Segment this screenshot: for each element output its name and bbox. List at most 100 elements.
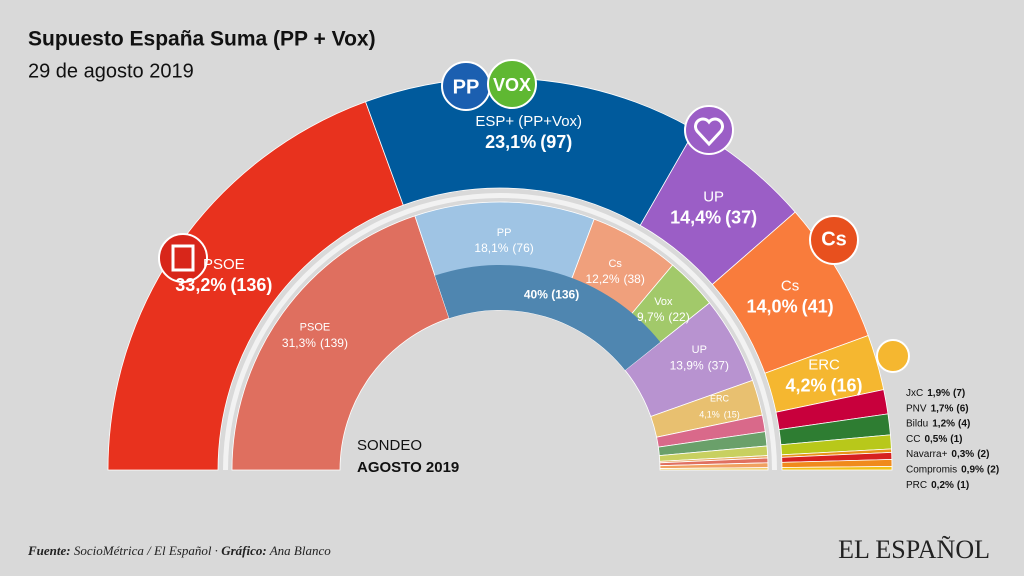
seats-label: (2) [987, 464, 999, 475]
segment-name: UP [692, 344, 707, 356]
seat-segment [781, 466, 893, 471]
percent-label: 4,1% [699, 410, 720, 420]
footer-label: Gráfico: [221, 543, 267, 558]
percent-label: 1,9% [927, 388, 950, 399]
segment-name: Cs [781, 277, 799, 294]
seats-label: (16) [831, 375, 863, 395]
center-label: SONDEO [357, 437, 422, 454]
segment-value: 31,3% (139) [282, 336, 348, 350]
logo-text: PP [453, 76, 480, 98]
percent-label: 4,2% [786, 375, 827, 395]
segment-value: 4,2% (16) [786, 375, 863, 395]
seats-label: (15) [724, 410, 740, 420]
footer-source: SocioMétrica / El Español · [74, 543, 218, 558]
segment-name: ESP+ (PP+Vox) [475, 113, 582, 130]
seat-segment [659, 467, 769, 471]
segment-name: UP [703, 188, 724, 205]
chart-title: Supuesto España Suma (PP + Vox) [28, 28, 376, 51]
seats-label: (136) [230, 275, 272, 295]
side-label: JxC 1,9% (7) [906, 388, 965, 399]
seats-label: (4) [958, 418, 970, 429]
bloc-arc [434, 264, 661, 371]
bloc-label: 40% (136) [524, 288, 579, 302]
side-label: Navarra+ 0,3% (2) [906, 449, 989, 460]
logo [684, 105, 734, 155]
percent-label: 12,2% [585, 272, 619, 286]
percent-label: 1,7% [931, 403, 954, 414]
percent-label: 9,7% [637, 310, 665, 324]
seats-label: (22) [668, 310, 689, 324]
segment-name: Cs [608, 258, 622, 270]
side-label: Bildu 1,2% (4) [906, 418, 970, 429]
side-label: PNV 1,7% (6) [906, 403, 969, 414]
party-name: JxC [906, 388, 923, 399]
seats-label: (7) [953, 388, 965, 399]
percent-label: 14,4% [670, 207, 721, 227]
seats-label: (76) [512, 241, 533, 255]
percent-label: 23,1% [485, 132, 536, 152]
logo-text: Cs [821, 228, 847, 250]
seats-label: (38) [624, 272, 645, 286]
segment-value: 4,1% (15) [699, 410, 740, 420]
footer-label: Fuente: [27, 543, 71, 558]
side-label: CC 0,5% (1) [906, 434, 962, 445]
logo [809, 215, 859, 265]
logo [876, 339, 910, 373]
segment-name: ERC [808, 356, 840, 373]
seats-label: (1) [950, 434, 962, 445]
seat-segment [107, 101, 404, 471]
segment-value: 18,1% (76) [474, 241, 533, 255]
party-name: PNV [906, 403, 927, 414]
party-name: CC [906, 434, 920, 445]
center-label: AGOSTO 2019 [357, 459, 459, 476]
logo-heart [694, 117, 724, 147]
segment-name: PSOE [203, 256, 245, 273]
segment-name: PP [497, 227, 512, 239]
logo [487, 59, 537, 109]
logo [158, 233, 208, 283]
seats-label: (2) [977, 449, 989, 460]
segment-value: 14,0% (41) [747, 296, 834, 316]
segment-value: 9,7% (22) [637, 310, 690, 324]
footer-author: Ana Blanco [269, 543, 332, 558]
percent-label: 18,1% [474, 241, 508, 255]
seats-label: (37) [708, 358, 729, 372]
segment-value: 13,9% (37) [670, 358, 729, 372]
percent-label: 0,5% [924, 434, 947, 445]
segment-name: ERC [710, 394, 730, 404]
party-name: PRC [906, 479, 927, 490]
seats-label: (41) [802, 296, 834, 316]
segment-name: Vox [654, 296, 673, 308]
seats-label: (37) [725, 207, 757, 227]
rings [107, 77, 893, 471]
segment-value: 33,2% (136) [175, 275, 272, 295]
logos: PP VOX Cs [158, 59, 910, 373]
side-label: PRC 0,2% (1) [906, 479, 969, 490]
party-name: Bildu [906, 418, 928, 429]
party-name: Compromis [906, 464, 957, 475]
seat-segment [231, 215, 450, 471]
footer: Fuente: SocioMétrica / El Español · Gráf… [27, 543, 331, 558]
percent-label: 33,2% [175, 275, 226, 295]
brand: EL ESPAÑOL [838, 535, 990, 564]
seats-label: (1) [957, 479, 969, 490]
seats-label: (139) [320, 336, 348, 350]
seats-label: (6) [956, 403, 968, 414]
side-label: Compromis 0,9% (2) [906, 464, 999, 475]
segment-name: PSOE [300, 322, 331, 334]
seats-label: (97) [540, 132, 572, 152]
segment-value: 14,4% (37) [670, 207, 757, 227]
segment-value: 12,2% (38) [585, 272, 644, 286]
percent-label: 1,2% [932, 418, 955, 429]
logo-rose [171, 244, 195, 272]
segment-value: 23,1% (97) [485, 132, 572, 152]
logo-text: VOX [493, 75, 531, 95]
percent-label: 14,0% [747, 296, 798, 316]
party-name: Navarra+ [906, 449, 948, 460]
percent-label: 0,9% [961, 464, 984, 475]
percent-label: 13,9% [670, 358, 704, 372]
percent-label: 31,3% [282, 336, 316, 350]
percent-label: 0,3% [951, 449, 974, 460]
chart-subtitle: 29 de agosto 2019 [28, 60, 194, 82]
